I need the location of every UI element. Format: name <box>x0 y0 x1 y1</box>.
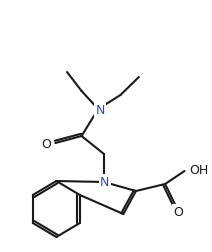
Text: O: O <box>173 206 183 219</box>
Text: O: O <box>42 137 52 150</box>
Text: N: N <box>100 176 110 189</box>
Text: N: N <box>95 103 105 116</box>
Text: OH: OH <box>189 163 209 176</box>
